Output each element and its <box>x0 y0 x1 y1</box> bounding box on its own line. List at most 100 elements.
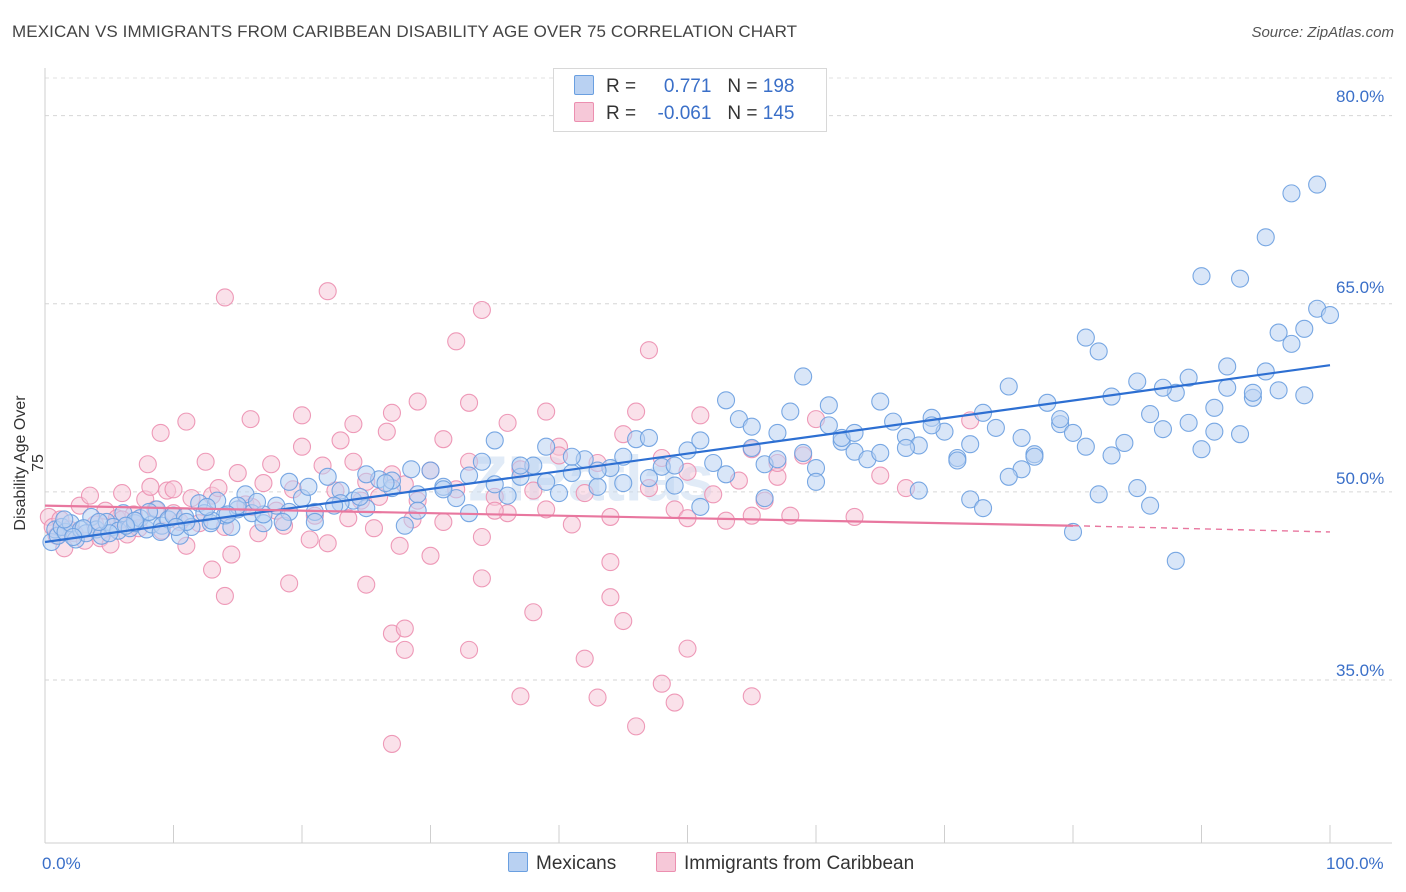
mexicans-point-86 <box>884 412 903 431</box>
caribbean-point-63 <box>434 512 453 532</box>
caribbean-point-33 <box>222 545 241 564</box>
caribbean-point-124 <box>601 588 620 607</box>
mexicans-point-73 <box>716 465 736 484</box>
caribbean-point-70 <box>524 481 543 500</box>
caribbean-point-136 <box>845 507 864 526</box>
caribbean-point-106 <box>151 423 170 442</box>
mexicans-point-175 <box>305 512 324 532</box>
chart-source: Source: ZipAtlas.com <box>1251 24 1394 41</box>
caribbean-point-49 <box>331 431 350 450</box>
y-tick-label-65: 65.0% <box>1336 278 1385 297</box>
legend-swatch-pink <box>574 102 594 122</box>
mexicans-point-160 <box>691 497 710 516</box>
mexicans-point-161 <box>665 456 684 475</box>
caribbean-point-29 <box>196 452 215 471</box>
mexicans-point-120 <box>1320 305 1340 325</box>
mexicans-point-153 <box>871 443 890 463</box>
mexicans-point-157 <box>768 450 787 469</box>
caribbean-point-122 <box>575 649 594 668</box>
caribbean-point-130 <box>588 688 607 707</box>
mexicans-point-137 <box>1282 184 1301 203</box>
legend-item-caribbean: Immigrants from Caribbean <box>656 852 914 875</box>
caribbean-point-101 <box>344 415 363 434</box>
mexicans-point-167 <box>511 456 530 475</box>
mexicans-point-106 <box>1141 405 1160 424</box>
legend-n-value: 198 <box>762 76 795 97</box>
caribbean-point-110 <box>601 553 620 572</box>
mexicans-point-104 <box>1115 433 1134 452</box>
mexicans-point-105 <box>1128 372 1147 391</box>
mexicans-point-128 <box>1089 485 1108 504</box>
caribbean-point-103 <box>177 412 196 431</box>
mexicans-point-113 <box>1231 425 1250 444</box>
mexicans-point-159 <box>716 391 736 410</box>
mexicans-point-130 <box>1166 551 1185 570</box>
mexicans-point-150 <box>948 451 967 470</box>
caribbean-point-116 <box>215 586 234 605</box>
caribbean-point-44 <box>300 530 319 549</box>
mexicans-point-110 <box>1192 440 1211 459</box>
caribbean-point-139 <box>871 466 890 485</box>
legend-swatch-blue <box>574 75 594 95</box>
mexicans-point-78 <box>781 402 800 421</box>
mexicans-point-171 <box>408 501 427 520</box>
caribbean-point-9 <box>80 486 100 505</box>
caribbean-point-39 <box>262 455 281 474</box>
caribbean-point-129 <box>511 687 530 706</box>
y-tick-label-80: 80.0% <box>1336 87 1385 106</box>
caribbean-point-111 <box>472 569 491 588</box>
mexicans-point-100 <box>1063 423 1083 442</box>
mexicans-point-127 <box>1063 522 1083 542</box>
x-tick-label-100: 100.0% <box>1326 854 1384 873</box>
mexicans-point-116 <box>1269 323 1288 342</box>
caribbean-trend-extension <box>1072 525 1331 533</box>
caribbean-point-131 <box>627 717 646 736</box>
mexicans-point-124 <box>909 481 928 500</box>
caribbean-point-85 <box>716 511 736 530</box>
mexicans-point-42 <box>318 467 337 486</box>
caribbean-point-97 <box>408 392 427 411</box>
caribbean-point-127 <box>665 693 684 712</box>
caribbean-point-100 <box>292 406 312 425</box>
mexicans-point-54 <box>472 452 491 471</box>
caribbean-point-93 <box>215 288 234 307</box>
caribbean-point-140 <box>485 501 504 520</box>
mexicans-point-147 <box>1025 447 1044 466</box>
caribbean-point-38 <box>254 474 273 493</box>
mexicans-point-79 <box>794 443 813 463</box>
caribbean-point-108 <box>498 413 517 432</box>
legend-label-caribbean: Immigrants from Caribbean <box>684 853 915 874</box>
caribbean-point-99 <box>382 403 402 422</box>
caribbean-point-114 <box>280 574 299 593</box>
caribbean-point-102 <box>241 410 260 429</box>
mexicans-point-77 <box>768 423 787 442</box>
mexicans-point-191 <box>197 497 216 516</box>
caribbean-point-15 <box>113 484 132 503</box>
mexicans-point-155 <box>819 396 838 415</box>
mexicans-point-131 <box>1192 267 1211 286</box>
mexicans-point-187 <box>89 512 109 532</box>
mexicans-point-95 <box>999 377 1018 396</box>
legend-row-mexicans: R = 0.771 N = 198 <box>574 75 794 99</box>
caribbean-point-34 <box>228 463 247 483</box>
legend-swatch-pink <box>656 852 676 872</box>
caribbean-point-54 <box>364 519 384 538</box>
mexicans-point-149 <box>973 499 993 518</box>
legend-label-mexicans: Mexicans <box>536 853 617 874</box>
mexicans-point-39 <box>280 472 299 491</box>
y-tick-label-50: 50.0% <box>1336 469 1385 488</box>
mexicans-point-49 <box>408 485 427 504</box>
mexicans-trend-line <box>44 364 1331 544</box>
mexicans-point-61 <box>562 463 581 483</box>
mexicans-point-53 <box>459 466 479 485</box>
caribbean-point-56 <box>377 422 396 441</box>
mexicans-point-170 <box>434 480 453 499</box>
mexicans-point-143 <box>1128 479 1147 498</box>
mexicans-point-135 <box>1295 319 1314 338</box>
legend-n-value: 145 <box>762 103 795 124</box>
mexicans-point-109 <box>1179 368 1198 387</box>
legend-r-label: R = <box>606 103 637 124</box>
mexicans-point-63 <box>588 477 607 496</box>
mexicans-point-60 <box>549 484 569 503</box>
mexicans-point-168 <box>485 431 504 450</box>
